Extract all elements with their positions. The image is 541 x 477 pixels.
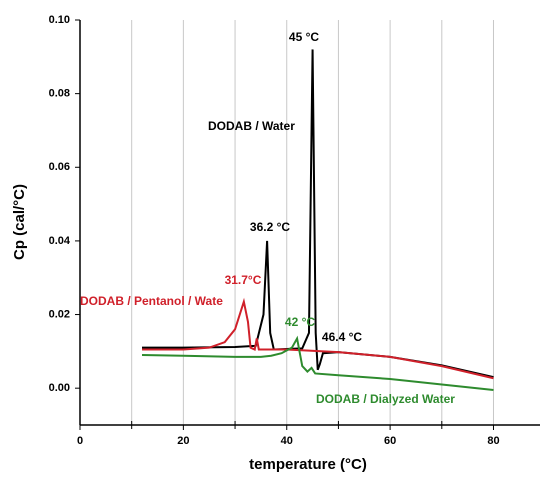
series-label: DODAB / Pentanol / Wate [80,294,223,308]
annotation: 46.4 °C [322,330,362,344]
y-tick-label: 0.06 [49,161,70,173]
annotation: 45 °C [289,30,319,44]
x-tick-label: 0 [77,435,83,447]
annotation: 42 °C [285,315,315,329]
y-tick-label: 0.10 [49,14,70,26]
x-tick-label: 20 [177,435,189,447]
series-label: DODAB / Water [208,119,295,133]
series-line [142,49,494,379]
annotation: 31.7°C [225,273,262,287]
x-tick-label: 80 [487,435,499,447]
x-tick-label: 40 [281,435,293,447]
y-tick-label: 0.00 [49,382,70,394]
series-line [142,297,494,380]
y-tick-label: 0.04 [49,235,71,247]
y-axis-title: Cp (cal/°C) [11,184,28,260]
series-line [142,335,494,392]
y-tick-label: 0.02 [49,308,70,320]
series-label: DODAB / Dialyzed Water [316,392,455,406]
y-tick-label: 0.08 [49,88,70,100]
annotation: 36.2 °C [250,220,290,234]
x-axis-title: temperature (°C) [249,456,367,473]
x-tick-label: 60 [384,435,396,447]
